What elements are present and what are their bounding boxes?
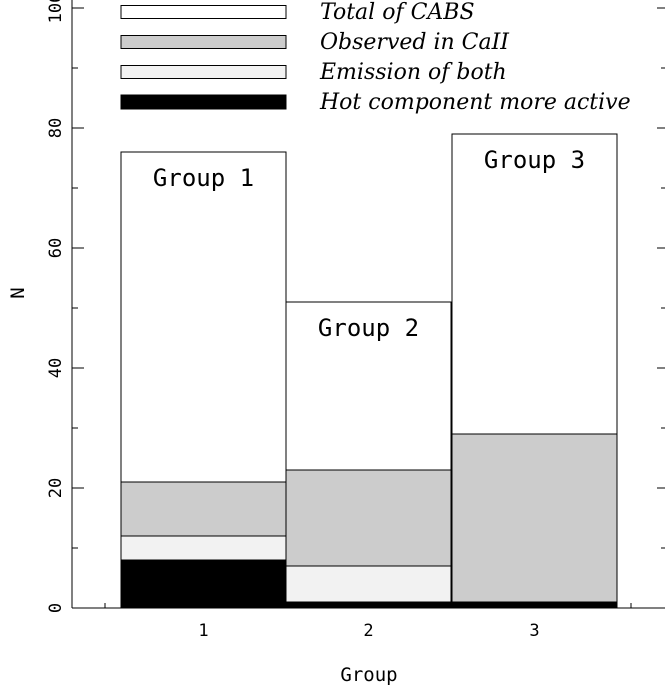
legend-label-4: Hot component more active	[319, 90, 631, 115]
y-tick-label-0: 0	[46, 603, 66, 613]
group-label-1: Group 1	[153, 164, 254, 192]
legend-swatch-2	[120, 35, 287, 49]
y-tick-label-60: 60	[46, 238, 66, 258]
legend: Total of CABS Observed in CaII Emission of…	[120, 0, 631, 115]
bars-layer: Group 1 Group 2 Group 3	[120, 133, 618, 609]
bar-2-group-3	[451, 433, 618, 609]
legend-swatch-1	[120, 5, 287, 19]
x-tick-label-2: 2	[363, 621, 373, 641]
y-tick-label-40: 40	[46, 358, 66, 378]
legend-label-2: Observed in CaII	[320, 30, 510, 55]
bar-4-group-2	[285, 601, 452, 609]
legend-swatch-3	[120, 65, 287, 79]
legend-label-3: Emission of both	[319, 60, 507, 85]
group-label-3: Group 3	[484, 146, 585, 174]
x-axis-title: Group	[340, 664, 397, 686]
y-tick-label-20: 20	[46, 478, 66, 498]
legend-label-1: Total of CABS	[320, 0, 475, 25]
group-label-2: Group 2	[318, 314, 419, 342]
bar-4-group-1	[120, 559, 287, 609]
x-tick-label-3: 3	[529, 621, 539, 641]
y-axis-title: N	[7, 287, 29, 298]
axes-layer: 1 2 3 0 20 40 60 80 100	[46, 0, 665, 641]
y-tick-label-80: 80	[46, 118, 66, 138]
legend-swatch-4	[120, 94, 287, 110]
x-tick-label-1: 1	[198, 621, 208, 641]
y-tick-label-100: 100	[46, 0, 66, 23]
bar-4-group-3	[451, 601, 618, 609]
